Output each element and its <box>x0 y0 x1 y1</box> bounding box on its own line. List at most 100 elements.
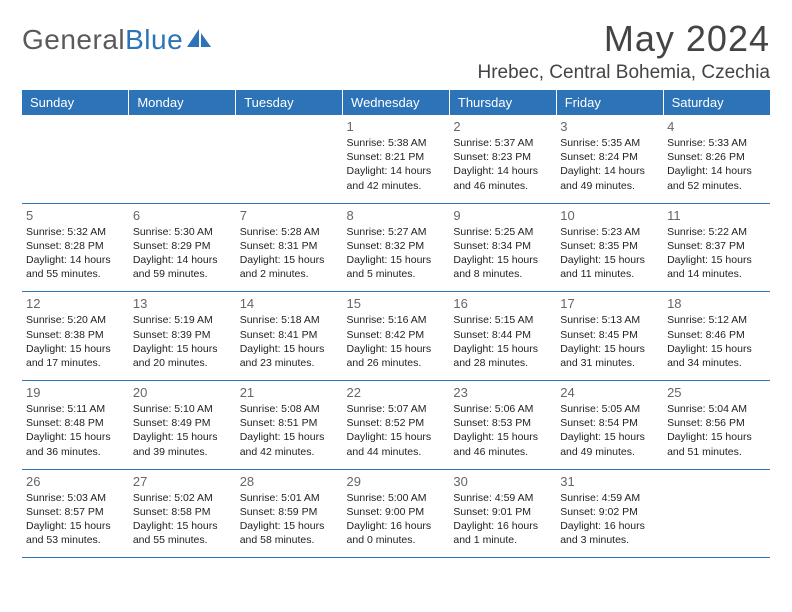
calendar-day-cell: 23Sunrise: 5:06 AMSunset: 8:53 PMDayligh… <box>449 381 556 470</box>
day-number: 17 <box>560 296 659 313</box>
calendar-day-cell <box>129 115 236 203</box>
calendar-day-cell: 18Sunrise: 5:12 AMSunset: 8:46 PMDayligh… <box>663 292 770 381</box>
day-number: 10 <box>560 208 659 225</box>
calendar-day-cell: 27Sunrise: 5:02 AMSunset: 8:58 PMDayligh… <box>129 469 236 558</box>
calendar-week-row: 12Sunrise: 5:20 AMSunset: 8:38 PMDayligh… <box>22 292 770 381</box>
day-sun-data: Sunrise: 5:19 AMSunset: 8:39 PMDaylight:… <box>133 313 232 370</box>
day-number: 5 <box>26 208 125 225</box>
calendar-day-cell: 28Sunrise: 5:01 AMSunset: 8:59 PMDayligh… <box>236 469 343 558</box>
calendar-day-cell: 30Sunrise: 4:59 AMSunset: 9:01 PMDayligh… <box>449 469 556 558</box>
weekday-header: Thursday <box>449 90 556 115</box>
calendar-day-cell: 14Sunrise: 5:18 AMSunset: 8:41 PMDayligh… <box>236 292 343 381</box>
calendar-day-cell: 22Sunrise: 5:07 AMSunset: 8:52 PMDayligh… <box>343 381 450 470</box>
calendar-day-cell: 13Sunrise: 5:19 AMSunset: 8:39 PMDayligh… <box>129 292 236 381</box>
calendar-week-row: 1Sunrise: 5:38 AMSunset: 8:21 PMDaylight… <box>22 115 770 203</box>
day-number: 15 <box>347 296 446 313</box>
calendar-day-cell: 17Sunrise: 5:13 AMSunset: 8:45 PMDayligh… <box>556 292 663 381</box>
calendar-week-row: 5Sunrise: 5:32 AMSunset: 8:28 PMDaylight… <box>22 203 770 292</box>
weekday-header: Sunday <box>22 90 129 115</box>
day-sun-data: Sunrise: 5:03 AMSunset: 8:57 PMDaylight:… <box>26 491 125 548</box>
calendar-week-row: 26Sunrise: 5:03 AMSunset: 8:57 PMDayligh… <box>22 469 770 558</box>
calendar-day-cell: 3Sunrise: 5:35 AMSunset: 8:24 PMDaylight… <box>556 115 663 203</box>
calendar-day-cell: 5Sunrise: 5:32 AMSunset: 8:28 PMDaylight… <box>22 203 129 292</box>
day-sun-data: Sunrise: 5:35 AMSunset: 8:24 PMDaylight:… <box>560 136 659 193</box>
calendar-day-cell <box>236 115 343 203</box>
calendar-day-cell: 16Sunrise: 5:15 AMSunset: 8:44 PMDayligh… <box>449 292 556 381</box>
day-sun-data: Sunrise: 5:02 AMSunset: 8:58 PMDaylight:… <box>133 491 232 548</box>
calendar-day-cell: 20Sunrise: 5:10 AMSunset: 8:49 PMDayligh… <box>129 381 236 470</box>
day-number: 29 <box>347 474 446 491</box>
day-number: 8 <box>347 208 446 225</box>
day-number: 25 <box>667 385 766 402</box>
day-number: 20 <box>133 385 232 402</box>
calendar-day-cell <box>663 469 770 558</box>
day-number: 19 <box>26 385 125 402</box>
header: GeneralBlue May 2024 Hrebec, Central Boh… <box>22 18 770 84</box>
day-sun-data: Sunrise: 5:20 AMSunset: 8:38 PMDaylight:… <box>26 313 125 370</box>
day-number: 12 <box>26 296 125 313</box>
day-sun-data: Sunrise: 5:00 AMSunset: 9:00 PMDaylight:… <box>347 491 446 548</box>
day-sun-data: Sunrise: 5:28 AMSunset: 8:31 PMDaylight:… <box>240 225 339 282</box>
day-number: 27 <box>133 474 232 491</box>
calendar-day-cell: 31Sunrise: 4:59 AMSunset: 9:02 PMDayligh… <box>556 469 663 558</box>
day-sun-data: Sunrise: 5:10 AMSunset: 8:49 PMDaylight:… <box>133 402 232 459</box>
day-sun-data: Sunrise: 5:13 AMSunset: 8:45 PMDaylight:… <box>560 313 659 370</box>
day-number: 6 <box>133 208 232 225</box>
day-number: 31 <box>560 474 659 491</box>
weekday-header: Friday <box>556 90 663 115</box>
calendar-day-cell: 26Sunrise: 5:03 AMSunset: 8:57 PMDayligh… <box>22 469 129 558</box>
day-sun-data: Sunrise: 5:07 AMSunset: 8:52 PMDaylight:… <box>347 402 446 459</box>
day-sun-data: Sunrise: 5:27 AMSunset: 8:32 PMDaylight:… <box>347 225 446 282</box>
calendar-day-cell: 25Sunrise: 5:04 AMSunset: 8:56 PMDayligh… <box>663 381 770 470</box>
day-sun-data: Sunrise: 5:25 AMSunset: 8:34 PMDaylight:… <box>453 225 552 282</box>
day-number: 23 <box>453 385 552 402</box>
calendar-day-cell: 24Sunrise: 5:05 AMSunset: 8:54 PMDayligh… <box>556 381 663 470</box>
weekday-header: Monday <box>129 90 236 115</box>
day-number: 1 <box>347 119 446 136</box>
day-number: 9 <box>453 208 552 225</box>
day-sun-data: Sunrise: 5:05 AMSunset: 8:54 PMDaylight:… <box>560 402 659 459</box>
calendar-day-cell <box>22 115 129 203</box>
day-number: 4 <box>667 119 766 136</box>
day-sun-data: Sunrise: 5:23 AMSunset: 8:35 PMDaylight:… <box>560 225 659 282</box>
day-sun-data: Sunrise: 5:04 AMSunset: 8:56 PMDaylight:… <box>667 402 766 459</box>
calendar-day-cell: 15Sunrise: 5:16 AMSunset: 8:42 PMDayligh… <box>343 292 450 381</box>
calendar-table: SundayMondayTuesdayWednesdayThursdayFrid… <box>22 90 770 558</box>
brand-part2: Blue <box>125 24 183 55</box>
day-sun-data: Sunrise: 5:11 AMSunset: 8:48 PMDaylight:… <box>26 402 125 459</box>
day-sun-data: Sunrise: 5:08 AMSunset: 8:51 PMDaylight:… <box>240 402 339 459</box>
day-sun-data: Sunrise: 5:37 AMSunset: 8:23 PMDaylight:… <box>453 136 552 193</box>
day-number: 21 <box>240 385 339 402</box>
brand-name: GeneralBlue <box>22 24 183 56</box>
brand-part1: General <box>22 24 125 55</box>
calendar-day-cell: 4Sunrise: 5:33 AMSunset: 8:26 PMDaylight… <box>663 115 770 203</box>
weekday-header: Saturday <box>663 90 770 115</box>
title-block: May 2024 Hrebec, Central Bohemia, Czechi… <box>477 18 770 84</box>
day-number: 13 <box>133 296 232 313</box>
location: Hrebec, Central Bohemia, Czechia <box>477 62 770 84</box>
weekday-header: Tuesday <box>236 90 343 115</box>
calendar-day-cell: 9Sunrise: 5:25 AMSunset: 8:34 PMDaylight… <box>449 203 556 292</box>
calendar-day-cell: 19Sunrise: 5:11 AMSunset: 8:48 PMDayligh… <box>22 381 129 470</box>
day-sun-data: Sunrise: 5:32 AMSunset: 8:28 PMDaylight:… <box>26 225 125 282</box>
day-number: 16 <box>453 296 552 313</box>
day-sun-data: Sunrise: 4:59 AMSunset: 9:02 PMDaylight:… <box>560 491 659 548</box>
day-sun-data: Sunrise: 5:30 AMSunset: 8:29 PMDaylight:… <box>133 225 232 282</box>
calendar-day-cell: 1Sunrise: 5:38 AMSunset: 8:21 PMDaylight… <box>343 115 450 203</box>
calendar-day-cell: 12Sunrise: 5:20 AMSunset: 8:38 PMDayligh… <box>22 292 129 381</box>
day-sun-data: Sunrise: 5:33 AMSunset: 8:26 PMDaylight:… <box>667 136 766 193</box>
calendar-day-cell: 8Sunrise: 5:27 AMSunset: 8:32 PMDaylight… <box>343 203 450 292</box>
calendar-day-cell: 10Sunrise: 5:23 AMSunset: 8:35 PMDayligh… <box>556 203 663 292</box>
calendar-day-cell: 21Sunrise: 5:08 AMSunset: 8:51 PMDayligh… <box>236 381 343 470</box>
calendar-day-cell: 29Sunrise: 5:00 AMSunset: 9:00 PMDayligh… <box>343 469 450 558</box>
day-sun-data: Sunrise: 5:22 AMSunset: 8:37 PMDaylight:… <box>667 225 766 282</box>
day-sun-data: Sunrise: 5:38 AMSunset: 8:21 PMDaylight:… <box>347 136 446 193</box>
day-number: 11 <box>667 208 766 225</box>
day-number: 7 <box>240 208 339 225</box>
day-number: 2 <box>453 119 552 136</box>
day-sun-data: Sunrise: 5:18 AMSunset: 8:41 PMDaylight:… <box>240 313 339 370</box>
calendar-day-cell: 11Sunrise: 5:22 AMSunset: 8:37 PMDayligh… <box>663 203 770 292</box>
day-number: 18 <box>667 296 766 313</box>
sail-icon <box>185 25 213 56</box>
day-sun-data: Sunrise: 5:12 AMSunset: 8:46 PMDaylight:… <box>667 313 766 370</box>
